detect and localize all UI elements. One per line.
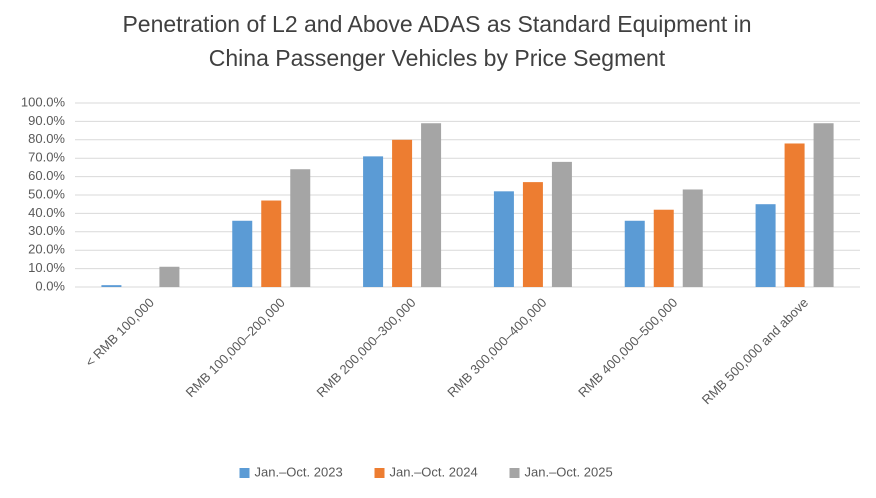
bar xyxy=(653,209,674,287)
y-tick-label: 30.0% xyxy=(28,223,65,238)
y-tick-label: 70.0% xyxy=(28,150,65,165)
legend-label: Jan.–Oct. 2024 xyxy=(390,464,478,479)
legend-swatch xyxy=(509,468,520,478)
y-tick-label: 80.0% xyxy=(28,131,65,146)
bar xyxy=(755,204,776,287)
y-tick-label: 90.0% xyxy=(28,113,65,128)
y-tick-label: 50.0% xyxy=(28,186,65,201)
bar xyxy=(421,123,442,288)
bar xyxy=(159,266,180,287)
bar xyxy=(784,143,805,287)
legend-label: Jan.–Oct. 2025 xyxy=(525,464,613,479)
y-tick-label: 60.0% xyxy=(28,168,65,183)
bar xyxy=(682,189,703,287)
bar xyxy=(101,285,122,287)
x-tick-label: RMB 300,000–400,000 xyxy=(444,295,549,400)
bar xyxy=(392,139,413,287)
y-tick-label: 40.0% xyxy=(28,205,65,220)
bar xyxy=(522,182,543,287)
x-tick-label: < RMB 100,000 xyxy=(82,295,157,370)
y-tick-label: 0.0% xyxy=(35,278,65,293)
bar xyxy=(813,123,834,288)
bar xyxy=(232,220,253,287)
bar xyxy=(551,161,572,287)
bar xyxy=(363,156,384,287)
bar xyxy=(493,191,514,287)
x-tick-label: RMB 500,000 and above xyxy=(699,295,811,407)
bar xyxy=(624,220,645,287)
chart-title: Penetration of L2 and Above ADAS as Stan… xyxy=(122,11,751,37)
y-tick-label: 20.0% xyxy=(28,242,65,257)
y-tick-label: 10.0% xyxy=(28,260,65,275)
legend-swatch xyxy=(239,468,250,478)
x-tick-label: RMB 200,000–300,000 xyxy=(313,295,418,400)
x-tick-label: RMB 100,000–200,000 xyxy=(183,295,288,400)
legend-label: Jan.–Oct. 2023 xyxy=(255,464,343,479)
y-tick-label: 100.0% xyxy=(21,94,66,109)
bar xyxy=(261,200,282,287)
x-tick-label: RMB 400,000–500,000 xyxy=(575,295,680,400)
chart-title: China Passenger Vehicles by Price Segmen… xyxy=(209,45,666,71)
bar xyxy=(290,169,311,287)
legend-swatch xyxy=(374,468,385,478)
